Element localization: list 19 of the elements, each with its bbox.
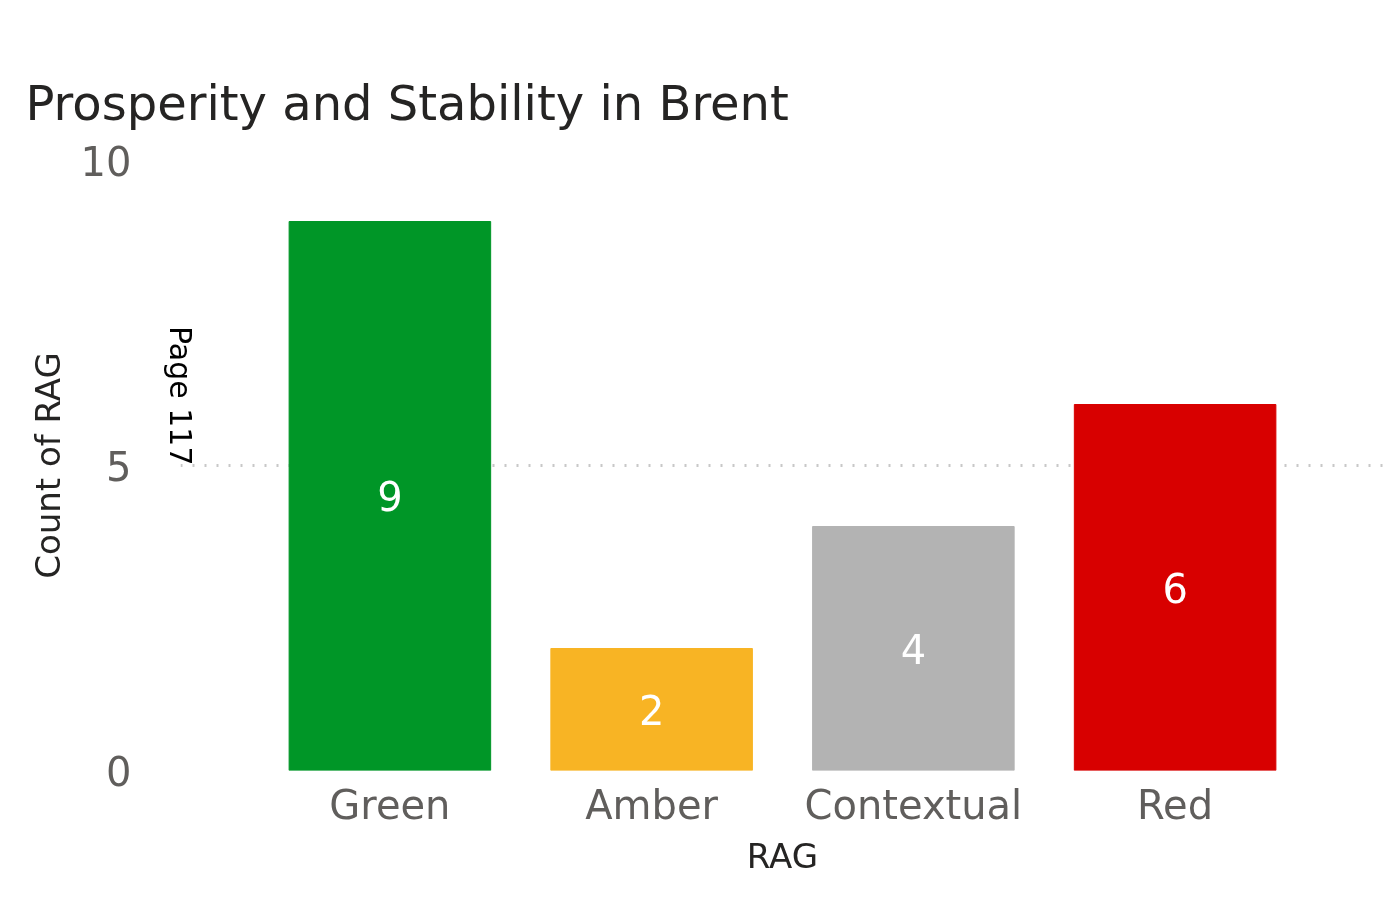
bar bbox=[288, 221, 492, 771]
x-tick-label: Green bbox=[329, 781, 451, 828]
bar bbox=[1073, 404, 1277, 771]
y-tick-label: 10 bbox=[80, 138, 132, 185]
bar bbox=[550, 648, 753, 771]
data-label: 9 bbox=[377, 474, 403, 520]
x-tick-label: Red bbox=[1137, 781, 1214, 828]
data-label: 2 bbox=[638, 687, 665, 734]
annotation: Page 117 bbox=[163, 326, 198, 466]
y-tick-label: 5 bbox=[106, 443, 132, 490]
y-tick-label: 0 bbox=[106, 748, 132, 795]
y-axis-title: Count of RAG bbox=[27, 352, 68, 579]
x-axis-title: RAG bbox=[746, 835, 819, 876]
x-tick-label: Contextual bbox=[804, 781, 1023, 828]
chart-title: Prosperity and Stability in Brent bbox=[25, 74, 789, 131]
data-label: 6 bbox=[1162, 565, 1188, 612]
data-label: 4 bbox=[900, 626, 927, 673]
x-tick-label: Amber bbox=[585, 781, 719, 828]
bar bbox=[812, 526, 1015, 771]
